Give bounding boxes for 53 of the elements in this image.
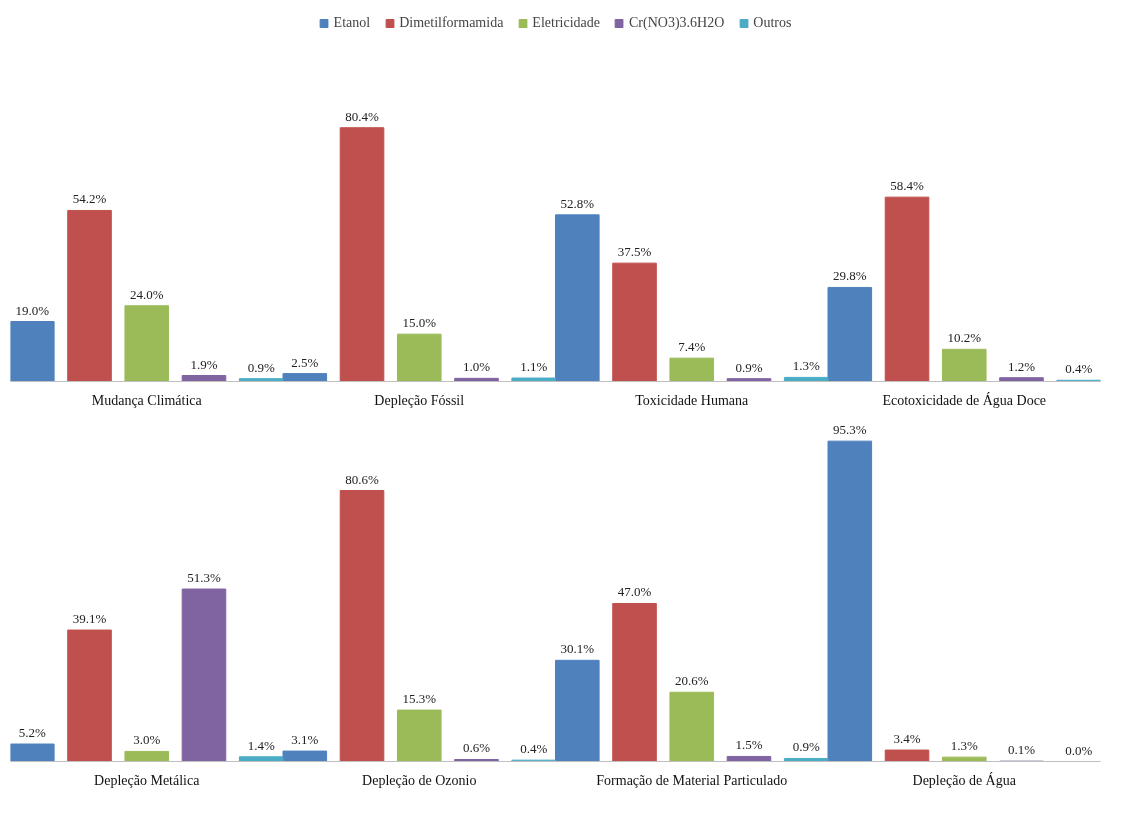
data-label: 0.9% [735,359,763,375]
data-label: 0.9% [792,739,820,755]
data-label: 20.6% [674,673,709,689]
x-tick-label: Depleção Metálica [94,772,201,788]
data-label: 51.3% [187,570,221,586]
data-label: 1.2% [1007,358,1036,374]
x-tick-label: Depleção de Ozonio [362,772,477,788]
data-label: 58.4% [890,178,924,194]
data-label: 3.0% [133,732,161,748]
data-label: 1.9% [190,356,218,372]
legend-label: Dimetilformamida [399,15,504,31]
x-tick-label: Toxicidade Humana [635,392,749,408]
data-label: 30.1% [560,641,595,657]
x-tick-label: Ecotoxicidade de Água Doce [882,391,1047,408]
data-label: 0.9% [247,359,275,375]
legend-label: Cr(NO3)3.6H2O [629,15,725,31]
data-label: 54.2% [72,191,107,207]
x-tick-label: Formação de Material Particulado [596,772,788,788]
data-label: 0.0% [1065,742,1093,758]
data-label: 52.8% [560,195,595,211]
data-label: 1.5% [735,737,763,753]
data-label: 15.0% [402,315,437,331]
data-label: 0.4% [1065,361,1093,377]
data-label: 5.2% [18,725,47,741]
legend-label: Eletricidade [532,15,600,31]
data-label: 47.0% [617,584,652,600]
data-label: 37.5% [617,244,652,260]
data-label: 80.6% [345,471,379,487]
data-label: 1.3% [950,738,978,754]
legend-label: Etanol [333,15,371,31]
data-label: 2.5% [291,354,319,370]
data-label: 1.4% [247,737,275,753]
data-label: 15.3% [402,691,437,707]
data-label: 0.4% [520,741,548,757]
x-tick-label: Depleção de Água [912,771,1017,788]
x-tick-label: Mudança Climática [91,392,203,408]
legend-label: Outros [753,15,792,31]
data-label: 19.0% [15,302,50,318]
data-label: 7.4% [678,339,706,355]
data-label: 1.1% [520,359,548,375]
data-label: 24.0% [129,286,164,302]
x-tick-label: Depleção Fóssil [374,392,465,408]
data-label: 3.4% [893,731,921,747]
data-label: 29.8% [833,268,867,284]
data-label: 0.1% [1007,742,1036,758]
data-label: 80.4% [345,108,379,124]
data-label: 1.0% [462,359,491,375]
data-label: 95.3% [833,422,867,438]
data-label: 39.1% [72,611,107,627]
data-label: 0.6% [462,740,491,756]
data-label: 1.3% [792,358,820,374]
data-label: 3.1% [291,732,319,748]
data-label: 10.2% [947,330,982,346]
